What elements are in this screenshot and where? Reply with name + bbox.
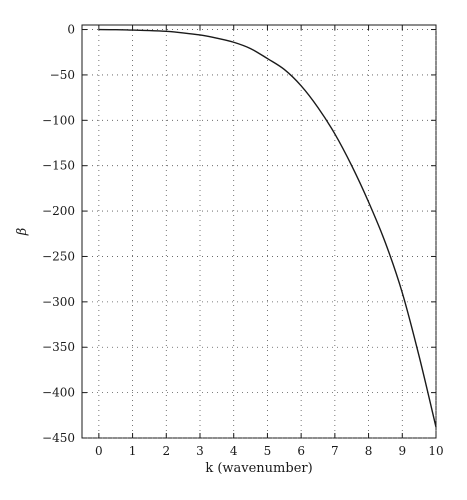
y-tick-label: −450: [42, 431, 75, 445]
series-group: [98, 28, 437, 428]
y-tick-label: −200: [42, 204, 75, 218]
plot-border: [81, 24, 437, 439]
y-axis-label: β: [15, 228, 30, 237]
x-tick-label: 1: [129, 444, 137, 458]
y-axis-ticks: 0 −50 −100 −150 −200 −250 −300 −350 −400 −450: [42, 23, 436, 445]
x-tick-label: 2: [162, 444, 170, 458]
x-axis-label: k (wavenumber): [205, 461, 312, 476]
plot-frame: [81, 24, 437, 439]
x-tick-label: 6: [297, 444, 305, 458]
y-tick-label: −100: [42, 113, 75, 127]
x-tick-label: 5: [264, 444, 272, 458]
x-tick-label: 8: [365, 444, 373, 458]
y-tick-label: −300: [42, 295, 75, 309]
y-tick-label: −150: [42, 159, 75, 173]
x-axis-ticks: 0 1 2 3 4 5 6 7 8 9 10: [95, 25, 444, 458]
y-tick-label: −400: [42, 386, 75, 400]
y-tick-label: −350: [42, 340, 75, 354]
x-tick-label: 10: [428, 444, 443, 458]
series-line: [98, 28, 437, 428]
x-tick-label: 7: [331, 444, 339, 458]
x-tick-label: 9: [398, 444, 406, 458]
y-tick-label: −250: [42, 249, 75, 263]
grid: [82, 25, 437, 439]
y-tick-label: 0: [67, 23, 75, 37]
y-tick-label: −50: [50, 68, 75, 82]
x-tick-label: 0: [95, 444, 103, 458]
x-tick-label: 4: [230, 444, 238, 458]
x-tick-label: 3: [196, 444, 204, 458]
